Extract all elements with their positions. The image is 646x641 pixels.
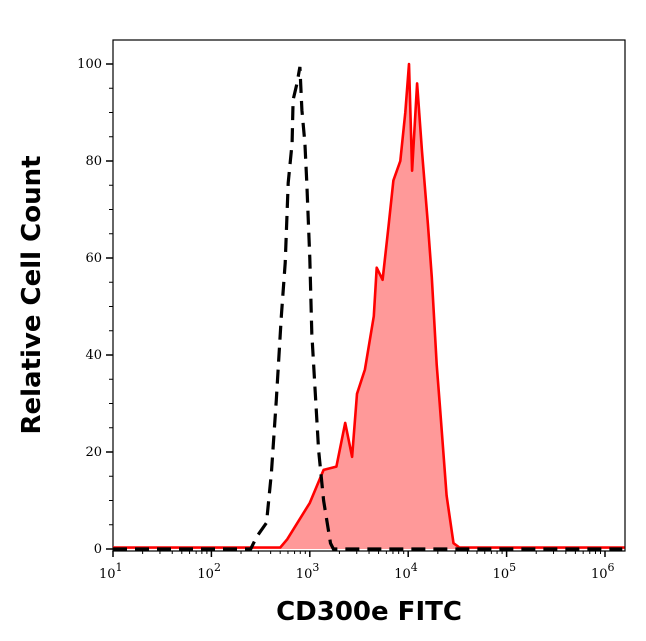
y-tick-label: 60 <box>85 251 102 266</box>
y-tick-label: 40 <box>85 348 102 363</box>
x-tick-label: 106 <box>591 561 615 582</box>
x-tick-label: 101 <box>99 561 123 582</box>
y-tick-label: 20 <box>85 445 102 460</box>
series-layer <box>113 62 625 551</box>
y-tick-label: 80 <box>85 154 102 169</box>
x-tick-label: 103 <box>296 561 320 582</box>
x-axis-title: CD300e FITC <box>276 597 462 627</box>
y-tick-label: 0 <box>94 542 102 557</box>
series-1-line <box>113 62 625 549</box>
x-tick-label: 105 <box>493 561 517 582</box>
y-tick-label: 100 <box>77 57 102 72</box>
x-tick-label: 102 <box>197 561 221 582</box>
x-tick-label: 104 <box>394 561 418 582</box>
axis-layer: 101 102 103 104 105 106 0 20 40 60 80 100 <box>77 57 614 582</box>
series-0-line <box>113 66 623 551</box>
series-1-area <box>113 64 625 549</box>
y-axis-title: Relative Cell Count <box>17 155 47 434</box>
